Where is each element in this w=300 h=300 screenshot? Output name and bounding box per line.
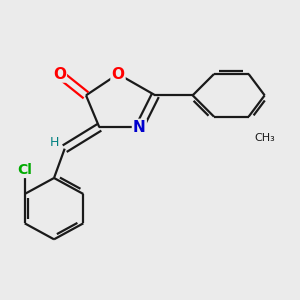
Text: O: O [53,67,66,82]
Text: N: N [133,120,146,135]
Text: Cl: Cl [17,163,32,177]
Text: O: O [112,67,124,82]
Text: H: H [50,136,59,148]
Text: CH₃: CH₃ [254,133,275,143]
